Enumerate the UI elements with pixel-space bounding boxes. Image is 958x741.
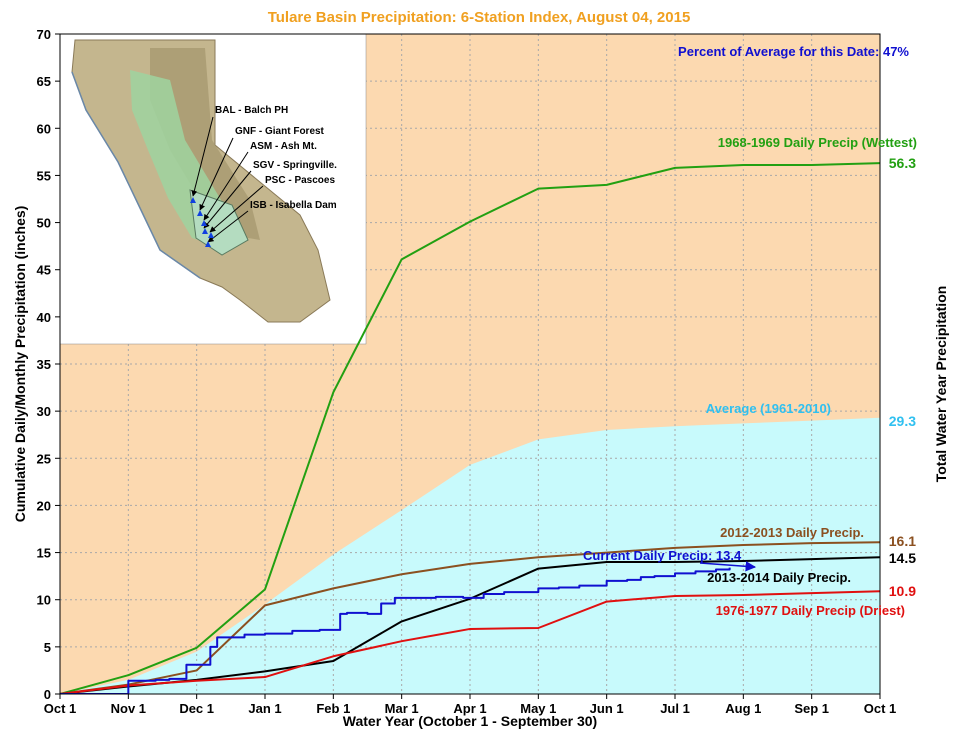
x-tick-label: Jan 1 xyxy=(248,701,281,716)
x-tick-label: Nov 1 xyxy=(111,701,146,716)
end-value-driest: 10.9 xyxy=(889,583,916,599)
series-line-4 xyxy=(60,590,880,694)
series-line-2 xyxy=(60,541,880,694)
y-tick-label: 55 xyxy=(37,168,51,183)
station-marker-gnf xyxy=(197,210,203,216)
y-tick-label: 45 xyxy=(37,263,51,278)
sierra-nevada xyxy=(150,48,260,240)
y-tick-label: 25 xyxy=(37,451,51,466)
y-tick-label: 15 xyxy=(37,546,51,561)
y-tick-label: 50 xyxy=(37,216,51,231)
x-tick-label: Mar 1 xyxy=(385,701,419,716)
y-tick-label: 65 xyxy=(37,74,51,89)
y-tick-label: 70 xyxy=(37,27,51,42)
y-tick-label: 35 xyxy=(37,357,51,372)
x-tick-label: Oct 1 xyxy=(44,701,77,716)
x-tick-label: Apr 1 xyxy=(453,701,486,716)
x-tick-label: Dec 1 xyxy=(179,701,214,716)
x-axis-label: Water Year (October 1 - September 30) xyxy=(343,713,597,729)
series-label-2012-2013: 2012-2013 Daily Precip. xyxy=(720,525,864,540)
y-tick-label: 0 xyxy=(44,687,51,702)
series-label-wettest: 1968-1969 Daily Precip (Wettest) xyxy=(718,135,917,150)
series-line-0 xyxy=(60,162,880,694)
current-precip-arrow xyxy=(699,561,757,572)
axis-ticks: Oct 1 Nov 1 Dec 1 Jan 1 Feb 1 Mar 1 Apr 1 May 1… xyxy=(37,27,897,716)
series-label-2013-2014: 2013-2014 Daily Precip. xyxy=(707,570,851,585)
end-value-wettest: 56.3 xyxy=(889,155,916,171)
series-lines xyxy=(60,162,880,694)
x-tick-label: Jun 1 xyxy=(590,701,624,716)
x-tick-label: Sep 1 xyxy=(794,701,829,716)
pacific-coast xyxy=(71,71,201,279)
y-tick-label: 10 xyxy=(37,593,51,608)
station-label-gnf: GNF - Giant Forest xyxy=(235,126,325,137)
series-line-5 xyxy=(60,567,731,694)
percent-of-average-annotation: Percent of Average for this Date: 47% xyxy=(678,44,909,59)
station-label-sgv: SGV - Springville. xyxy=(253,160,337,171)
station-marker-psc xyxy=(208,232,214,238)
x-tick-label: May 1 xyxy=(520,701,556,716)
y-tick-label: 20 xyxy=(37,498,51,513)
x-tick-label: Jul 1 xyxy=(660,701,690,716)
california-map-inset: BAL - Balch PH GNF - Giant Forest ASM - … xyxy=(59,33,367,345)
series-label-average: Average (1961-2010) xyxy=(706,401,831,416)
station-marker-isb xyxy=(205,241,211,247)
station-label-asm: ASM - Ash Mt. xyxy=(250,141,317,152)
y-axis-label: Cumulative Daily/Monthly Precipitation (… xyxy=(12,206,28,523)
end-value-2013-2014: 14.5 xyxy=(889,550,916,566)
station-marker-asm xyxy=(201,220,207,226)
station-marker-bal xyxy=(190,197,196,203)
x-tick-label: Aug 1 xyxy=(725,701,761,716)
y-tick-label: 40 xyxy=(37,310,51,325)
x-tick-label: Feb 1 xyxy=(316,701,350,716)
y-tick-label: 30 xyxy=(37,404,51,419)
y-axis-label-right: Total Water Year Precipitation xyxy=(933,286,949,483)
chart-title: Tulare Basin Precipitation: 6-Station In… xyxy=(268,9,691,26)
station-label-bal: BAL - Balch PH xyxy=(215,105,288,116)
station-label-isb: ISB - Isabella Dam xyxy=(250,200,337,211)
series-label-current: Current Daily Precip: 13.4 xyxy=(583,548,742,563)
station-label-psc: PSC - Pascoes xyxy=(265,175,335,186)
x-tick-label: Oct 1 xyxy=(864,701,897,716)
end-value-average: 29.3 xyxy=(889,413,916,429)
station-marker-sgv xyxy=(202,228,208,234)
series-label-driest: 1976-1977 Daily Precip (Driest) xyxy=(716,603,905,618)
y-tick-label: 60 xyxy=(37,121,51,136)
y-tick-label: 5 xyxy=(44,640,51,655)
end-value-2012-2013: 16.1 xyxy=(889,533,916,549)
